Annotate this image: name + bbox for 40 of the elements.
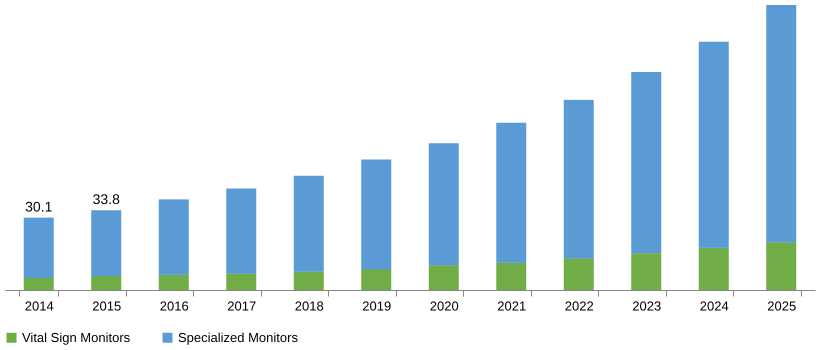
x-tick-label: 2020 [430,298,459,314]
bar [766,242,796,290]
x-tick-label: 2021 [497,298,526,314]
bar [91,210,122,276]
x-tick-label: 2017 [227,298,256,314]
x-tick-label: 2019 [362,298,392,314]
bar [24,218,54,278]
bar [564,258,594,290]
bar [294,272,324,290]
x-tick-label: 2014 [24,298,54,314]
x-tick-label: 2018 [294,298,324,314]
bar [564,100,594,259]
bar [496,262,526,290]
x-tick-label: 2022 [564,298,594,314]
annotation: 30.1 [25,198,53,215]
bar [766,5,796,242]
bar [428,143,459,266]
annotation: 33.8 [92,191,120,208]
x-tick-label: 2016 [160,298,189,314]
bar [361,159,392,270]
bar [631,72,662,254]
bar [226,188,256,274]
bar [24,278,54,290]
x-tick-label: 2025 [767,298,796,314]
bar [158,199,189,275]
x-tick-label: 2024 [700,298,729,314]
bar [496,122,526,263]
bar [361,269,392,290]
bar [91,276,122,290]
bar [428,265,459,290]
bar [698,42,729,248]
bar [158,274,189,290]
x-tick-label: 2023 [632,298,662,314]
bar [698,248,729,290]
legend-label: Vital Sign Monitors [22,330,131,345]
x-tick-label: 2015 [92,298,122,314]
legend-label: Specialized Monitors [178,330,298,345]
bar [294,176,324,272]
bar [631,253,662,290]
bar [226,274,256,290]
